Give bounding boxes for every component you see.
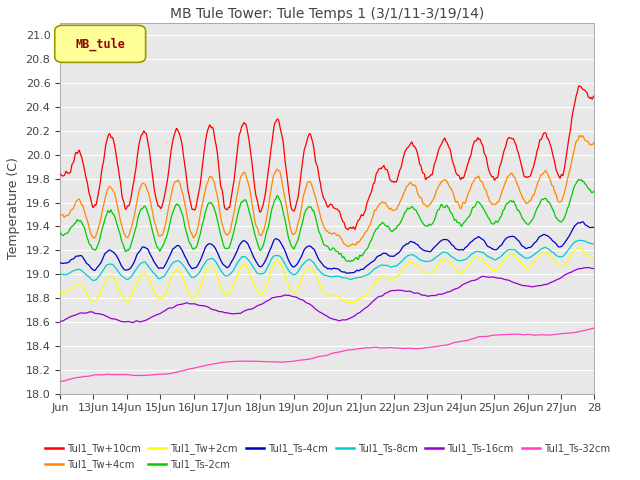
- FancyBboxPatch shape: [55, 25, 146, 62]
- Y-axis label: Temperature (C): Temperature (C): [7, 157, 20, 260]
- Title: MB Tule Tower: Tule Temps 1 (3/1/11-3/19/14): MB Tule Tower: Tule Temps 1 (3/1/11-3/19…: [170, 7, 484, 21]
- Text: MB_tule: MB_tule: [76, 37, 125, 50]
- Legend: Tul1_Tw+10cm, Tul1_Tw+4cm, Tul1_Tw+2cm, Tul1_Ts-2cm, Tul1_Ts-4cm, Tul1_Ts-8cm, T: Tul1_Tw+10cm, Tul1_Tw+4cm, Tul1_Tw+2cm, …: [41, 439, 614, 474]
